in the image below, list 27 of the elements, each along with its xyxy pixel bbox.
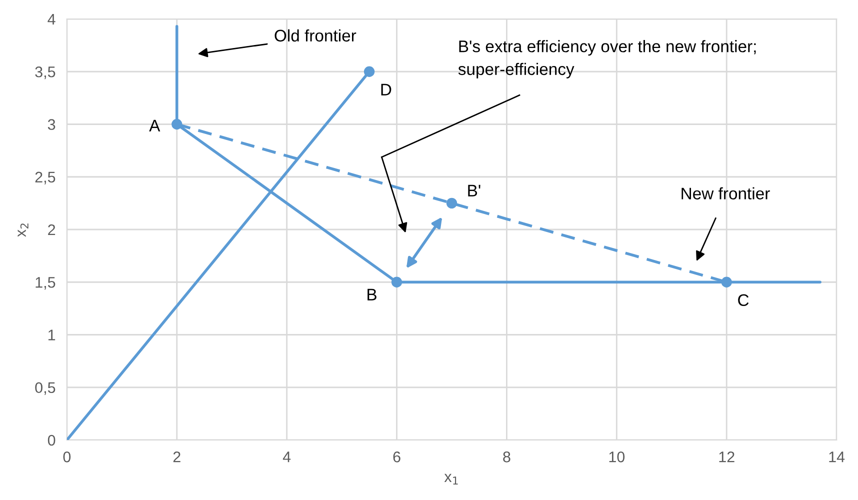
y-tick-label: 1 [48, 330, 56, 340]
x-tick-label: 6 [393, 452, 400, 462]
x-axis-title: x$_{1}$ [444, 474, 458, 484]
annotation: B' [468, 184, 480, 196]
y-tick-label: 1,5 [36, 277, 56, 290]
x-tick-label: 2 [173, 452, 180, 462]
x-tick-label: 8 [503, 452, 510, 462]
y-tick-label: 3,5 [35, 66, 56, 80]
y-tick-label: 2 [48, 224, 56, 236]
y-tick-label: 4 [48, 14, 56, 25]
annotation: New frontier [682, 187, 770, 200]
annotation: A [149, 120, 160, 132]
annotation: D [381, 84, 392, 96]
x-tick-label: 4 [282, 452, 291, 462]
x-tick-label: 0 [63, 452, 71, 462]
x-tick-label: 10 [609, 452, 625, 462]
annotation: B [368, 288, 376, 300]
annotation: B's extra efficiency over the new frontier; super-efficiency [458, 40, 756, 78]
x-tick-label: 12 [719, 452, 734, 462]
y-tick-label: 0 [48, 434, 56, 446]
annotation: C [738, 294, 749, 306]
y-tick-label: 3 [48, 119, 56, 130]
x-tick-label: 14 [829, 452, 845, 462]
y-tick-label: 0,5 [35, 382, 56, 395]
y-tick-label: 2,5 [35, 172, 56, 184]
annotation: Old frontier [274, 29, 356, 42]
y-axis-title: x$_{2}$ [18, 224, 28, 237]
